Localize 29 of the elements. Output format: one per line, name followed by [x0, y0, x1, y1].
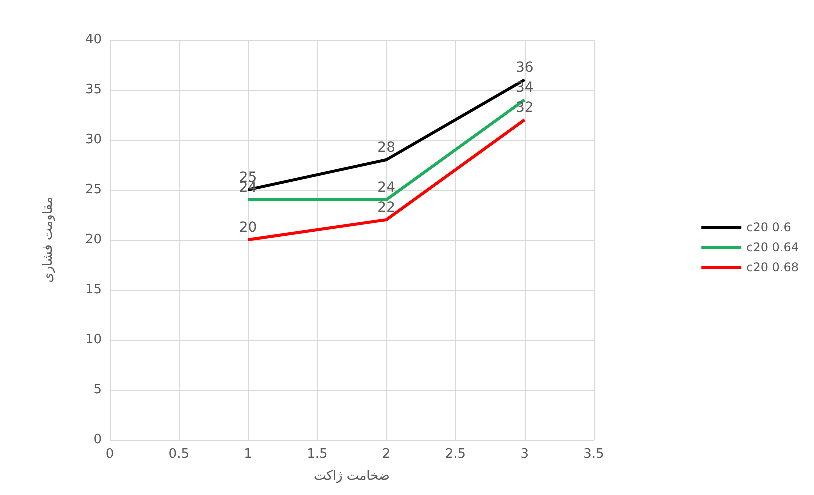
y-tick-label: 10 — [85, 332, 102, 348]
x-tick-label: 0.5 — [168, 447, 190, 462]
y-tick-label: 15 — [85, 282, 102, 298]
legend-label: c20 0.6 — [746, 220, 792, 234]
x-tick-label: 2 — [382, 447, 391, 462]
y-axis-title: مقاومت فشاری — [41, 197, 56, 283]
y-tick-label: 25 — [85, 182, 102, 198]
legend-label: c20 0.68 — [746, 260, 800, 274]
data-label: 32 — [516, 100, 534, 116]
data-label: 36 — [516, 60, 534, 76]
y-tick-label: 5 — [94, 382, 102, 398]
legend-label: c20 0.64 — [746, 240, 800, 254]
data-label: 28 — [378, 140, 396, 156]
data-label: 24 — [378, 180, 396, 196]
y-tick-label: 0 — [94, 432, 102, 448]
x-tick-label: 0 — [106, 447, 114, 462]
data-label: 20 — [239, 220, 258, 236]
x-tick-label: 2.5 — [445, 447, 466, 462]
x-tick-label: 1 — [244, 447, 252, 462]
x-axis-title: ضخامت ژاکت — [314, 469, 390, 484]
x-tick-label: 3 — [520, 447, 529, 462]
data-label: 34 — [516, 80, 534, 96]
y-tick-label: 40 — [85, 32, 102, 48]
y-tick-label: 30 — [85, 132, 102, 148]
y-tick-label: 35 — [85, 82, 102, 98]
data-label: 22 — [378, 200, 396, 216]
x-tick-label: 3.5 — [584, 447, 604, 462]
x-tick-label: 1.5 — [307, 447, 328, 462]
y-tick-label: 20 — [85, 232, 102, 248]
